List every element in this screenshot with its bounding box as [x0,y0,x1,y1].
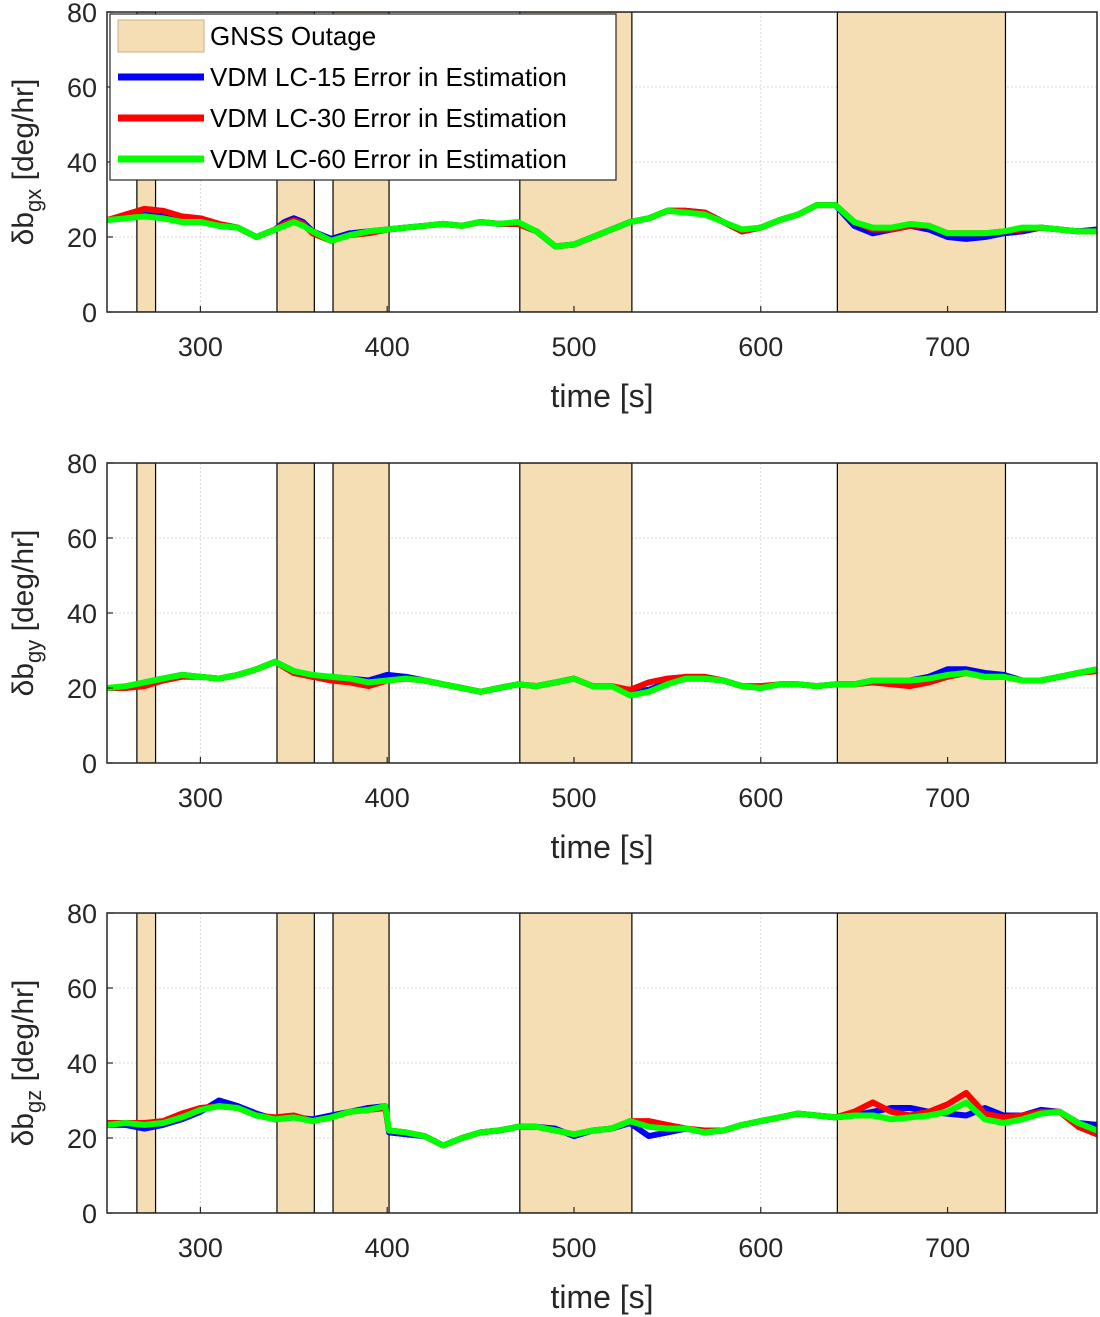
x-axis-label: time [s] [550,829,653,865]
x-tick-label: 500 [551,783,596,813]
panel-gz: 300 400 500 600 700 0 20 40 60 80 time [s] δbgz [de… [7,899,1098,1315]
gnss-outage-patch [519,913,633,1213]
y-tick-label: 20 [67,674,97,704]
y-tick-label: 80 [67,449,97,479]
x-tick-label: 700 [925,1233,970,1263]
y-tick-label: 40 [67,148,97,178]
y-tick-label: 0 [82,749,97,779]
x-tick-label: 400 [365,332,410,362]
y-axis-label-suffix: [deg/hr] [7,530,40,640]
gnss-outage-patch [276,463,315,763]
series-line-vdm-lc-60-error-in-estimation [107,202,1097,250]
y-tick-label: 60 [67,974,97,1004]
y-tick-label: 40 [67,1049,97,1079]
gnss-outage-patch [836,463,1007,763]
y-axis-label-suffix: [deg/hr] [7,980,40,1090]
gnss-outage-patch [836,913,1007,1213]
y-tick-label: 80 [67,899,97,929]
x-tick-label: 300 [178,1233,223,1263]
legend-entry-label: VDM LC-30 Error in Estimation [210,103,567,133]
y-axis-label: δbgy [deg/hr] [7,530,46,697]
panel-gy: 300 400 500 600 700 0 20 40 60 80 time [s] δbgy [de… [7,449,1098,865]
gnss-outage-patch [136,913,157,1213]
y-tick-label: 60 [67,524,97,554]
x-tick-label: 600 [738,1233,783,1263]
y-tick-label: 20 [67,223,97,253]
y-tick-label: 20 [67,1124,97,1154]
legend-swatch-outage [117,19,205,53]
legend-entry-label: VDM LC-15 Error in Estimation [210,62,567,92]
gnss-outage-patch [332,463,390,763]
y-tick-label: 60 [67,73,97,103]
gnss-outage-patch [332,913,390,1213]
x-axis-label: time [s] [550,378,653,414]
y-axis-label: δbgz [deg/hr] [7,980,46,1147]
legend-entry-label: VDM LC-60 Error in Estimation [210,144,567,174]
x-tick-label: 500 [551,332,596,362]
y-axis-label-suffix: [deg/hr] [7,79,40,189]
y-tick-label: 40 [67,599,97,629]
x-tick-label: 400 [365,783,410,813]
x-tick-label: 400 [365,1233,410,1263]
legend: GNSS Outage VDM LC-15 Error in Estimation… [109,13,617,181]
y-axis-label: δbgx [deg/hr] [7,79,46,246]
gnss-outage-patch [836,12,1007,312]
x-tick-label: 500 [551,1233,596,1263]
gnss-outage-patch [276,913,315,1213]
y-axis-label-subscript: gx [21,189,46,212]
gnss-outage-patch [519,463,633,763]
y-axis-label-prefix: δb [7,1113,40,1146]
y-axis-label-subscript: gz [21,1090,46,1113]
y-tick-label: 80 [67,0,97,28]
x-tick-label: 600 [738,332,783,362]
y-axis-label-prefix: δb [7,212,40,245]
x-axis-label: time [s] [550,1279,653,1315]
gnss-outage-patch [136,463,157,763]
legend-entry-label: GNSS Outage [210,21,376,51]
x-tick-label: 700 [925,332,970,362]
y-axis-label-subscript: gy [21,640,46,663]
x-tick-label: 300 [178,783,223,813]
x-tick-label: 300 [178,332,223,362]
y-tick-label: 0 [82,1199,97,1229]
series-line-vdm-lc-60-error-in-estimation [107,658,1097,699]
series-line-vdm-lc-60-error-in-estimation [107,1099,1097,1149]
y-axis-label-prefix: δb [7,663,40,696]
y-tick-label: 0 [82,298,97,328]
x-tick-label: 600 [738,783,783,813]
x-tick-label: 700 [925,783,970,813]
